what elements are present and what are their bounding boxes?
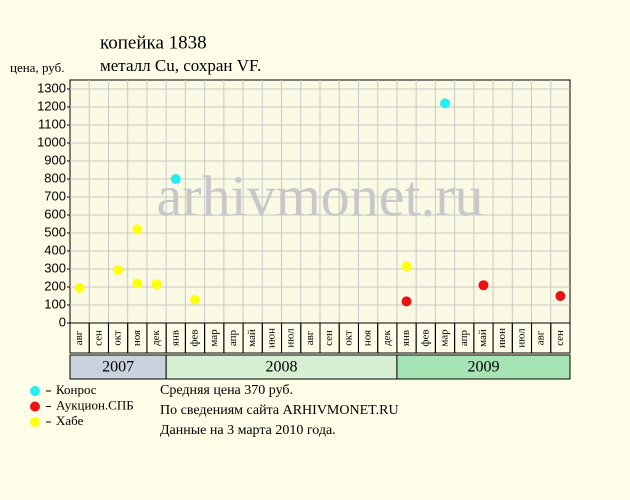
- point: [170, 174, 181, 184]
- legend-label: Хабе: [56, 413, 84, 428]
- legend-label: Конрос: [56, 382, 97, 397]
- x-tick-label: окт: [112, 330, 124, 346]
- y-axis-label: цена, руб.: [10, 60, 64, 75]
- point: [132, 224, 143, 235]
- chart-title: копейка 1838: [100, 32, 207, 53]
- y-tick-label: 600: [44, 206, 66, 221]
- x-tick-label: мар: [208, 329, 220, 347]
- point: [478, 280, 489, 291]
- x-tick-label: окт: [342, 330, 354, 346]
- chart-subtitle: металл Cu, сохран VF.: [100, 56, 261, 75]
- x-tick-label: фев: [419, 329, 431, 346]
- y-tick-label: 300: [44, 260, 66, 275]
- note: Данные на 3 марта 2010 года.: [160, 423, 336, 438]
- point: [190, 294, 200, 305]
- x-tick-label: сен: [92, 330, 104, 346]
- x-tick-label: фев: [189, 329, 201, 346]
- x-tick-label: мар: [439, 329, 451, 347]
- point: [401, 296, 412, 307]
- y-tick-label: 900: [44, 152, 66, 167]
- year-band: [396, 354, 571, 380]
- x-tick-label: авг: [535, 330, 547, 345]
- point: [132, 278, 143, 289]
- year-band: [165, 354, 398, 380]
- x-tick-label: янв: [169, 330, 181, 346]
- point: [555, 291, 566, 301]
- x-tick-label: сен: [554, 330, 566, 346]
- legend-marker: [30, 401, 40, 412]
- x-tick-label: май: [477, 329, 489, 347]
- y-tick-label: 800: [44, 170, 66, 185]
- x-tick-label: июл: [285, 328, 297, 348]
- y-tick-label: 1100: [38, 116, 66, 131]
- x-tick-label: июл: [515, 328, 527, 348]
- x-tick-label: авг: [304, 330, 316, 345]
- x-tick-label: ноя: [362, 330, 374, 346]
- y-tick-label: 400: [44, 242, 66, 257]
- x-tick-label: дек: [150, 329, 162, 345]
- x-tick-label: янв: [400, 330, 412, 346]
- point: [113, 264, 124, 275]
- y-tick-label: 200: [44, 278, 66, 293]
- x-tick-label: апр: [458, 329, 470, 346]
- x-tick-label: апр: [227, 329, 239, 346]
- legend-label: Аукцион.СПБ: [56, 397, 134, 412]
- x-tick-label: авг: [73, 330, 85, 345]
- year-label: 2007: [102, 359, 134, 376]
- point: [440, 98, 450, 109]
- watermark: arhivmonet.ru: [157, 163, 484, 228]
- year-label: 2008: [266, 359, 298, 376]
- year-band: [69, 354, 167, 380]
- legend-marker: [30, 386, 40, 396]
- y-tick-label: 500: [44, 224, 66, 239]
- point: [401, 261, 412, 272]
- x-tick-label: июн: [265, 328, 277, 348]
- x-tick-label: июн: [496, 328, 508, 348]
- y-tick-label: 1300: [37, 80, 66, 95]
- year-label: 2009: [467, 359, 499, 376]
- x-tick-label: ноя: [131, 330, 143, 346]
- month-cell: [550, 322, 571, 354]
- note: Средняя цена 370 руб.: [160, 383, 293, 398]
- y-tick-label: 0: [59, 314, 66, 329]
- x-tick-label: дек: [381, 329, 393, 345]
- x-tick-label: сен: [323, 330, 335, 346]
- legend-marker: [30, 417, 40, 427]
- point: [74, 282, 85, 293]
- note: По сведениям сайта ARHIVMONET.RU: [160, 403, 399, 418]
- y-tick-label: 1200: [37, 98, 66, 113]
- y-tick-label: 100: [44, 296, 66, 311]
- y-tick-label: 1000: [37, 134, 66, 149]
- point: [151, 279, 162, 290]
- x-tick-label: май: [246, 329, 258, 347]
- y-tick-label: 700: [44, 188, 66, 203]
